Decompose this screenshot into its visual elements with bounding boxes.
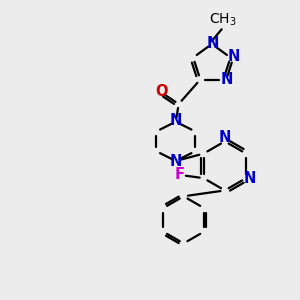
Text: N: N: [207, 35, 219, 50]
Text: F: F: [175, 167, 185, 182]
Text: N: N: [227, 49, 240, 64]
Text: N: N: [220, 72, 232, 87]
Text: N: N: [219, 130, 231, 145]
Text: N: N: [244, 171, 256, 186]
Text: O: O: [155, 84, 167, 99]
Text: N: N: [169, 154, 182, 169]
Text: CH$_3$: CH$_3$: [209, 11, 236, 28]
Text: N: N: [169, 113, 182, 128]
